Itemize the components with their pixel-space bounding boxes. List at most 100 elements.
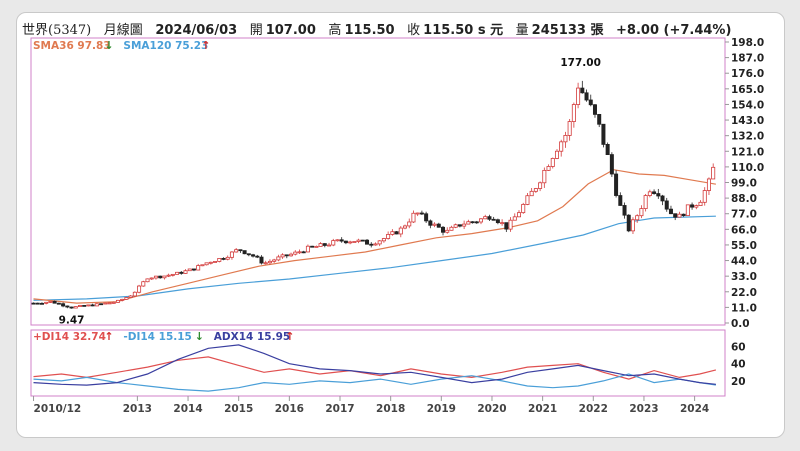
candle-body	[356, 239, 361, 242]
candle-body	[305, 245, 310, 253]
candle-body	[246, 253, 251, 256]
candle-body	[601, 123, 606, 145]
candle-body	[132, 291, 137, 297]
indicator-legend-item-arrow: ↑	[285, 330, 294, 343]
candle-body	[263, 262, 268, 265]
candle-body	[483, 216, 488, 220]
candle-body	[584, 92, 589, 101]
candle-body	[508, 219, 513, 230]
candle-body	[474, 221, 479, 224]
candle-body	[52, 301, 57, 304]
candle-body	[609, 154, 614, 175]
candle-body	[538, 182, 543, 189]
candle-body	[567, 121, 572, 136]
y-tick-label: 11.0	[731, 302, 757, 314]
candle-body	[428, 220, 433, 226]
candle-body	[702, 190, 707, 203]
candle-body	[415, 212, 420, 215]
indicator-legend-item: -DI14 15.15	[123, 331, 191, 343]
candle-body	[626, 214, 631, 232]
candle-body	[217, 258, 222, 262]
candle-body	[301, 251, 306, 254]
candle-body	[327, 244, 332, 247]
candle-body	[694, 205, 699, 208]
y-tick-label: 143.0	[731, 115, 764, 127]
change-value: +8.00 (+7.44%)	[616, 23, 732, 38]
candle-body	[141, 281, 146, 287]
candle-body	[668, 208, 673, 215]
candle-body	[213, 261, 218, 263]
candle-body	[280, 254, 285, 258]
candle-body	[479, 218, 484, 223]
candle-body	[525, 195, 530, 205]
candle-body	[411, 212, 416, 223]
candle-body	[453, 224, 458, 228]
candle-body	[381, 238, 386, 242]
x-tick-label: 2018	[376, 403, 405, 415]
candle-body	[495, 219, 500, 224]
x-tick-label: 2014	[173, 403, 202, 415]
candle-body	[170, 273, 175, 276]
candle-body	[339, 239, 344, 242]
x-tick-label: 2024	[680, 403, 709, 415]
candle-body	[272, 259, 277, 262]
candle-body	[554, 150, 559, 159]
candle-body	[229, 251, 234, 258]
candle-body	[35, 302, 40, 305]
open-value: 107.00	[265, 23, 316, 38]
candle-body	[128, 295, 133, 298]
candle-body	[559, 141, 564, 152]
candle-body	[145, 278, 150, 283]
y-tick-label: 165.0	[731, 84, 764, 96]
candle-body	[647, 191, 652, 196]
candle-body	[424, 213, 429, 222]
candle-body	[403, 225, 408, 229]
open-label: 開	[249, 23, 263, 38]
candle-body	[162, 275, 167, 279]
candle-body	[660, 195, 665, 202]
candle-body	[436, 223, 441, 228]
indicator-legend-item-arrow: ↑	[104, 330, 113, 343]
candle-body	[90, 304, 95, 307]
y-tick-label: 99.0	[731, 178, 757, 190]
candle-body	[335, 239, 340, 242]
y-tick-label: 88.0	[731, 193, 757, 205]
candle-body	[293, 251, 298, 255]
y-tick-label: 22.0	[731, 287, 757, 299]
stock-name: 世界(5347)	[22, 23, 92, 38]
candle-body	[251, 254, 256, 257]
candle-body	[419, 212, 424, 215]
candle-body	[462, 223, 467, 227]
candle-body	[398, 227, 403, 235]
y-tick-label: 176.0	[731, 68, 764, 80]
candle-body	[44, 301, 49, 304]
candle-body	[635, 215, 640, 221]
candle-body	[698, 201, 703, 206]
candle-body	[390, 231, 395, 235]
candle-body	[191, 268, 196, 271]
candle-body	[504, 222, 509, 230]
candle-body	[48, 301, 53, 303]
candle-body	[39, 302, 44, 305]
candle-body	[546, 166, 551, 171]
candle-body	[208, 261, 213, 264]
candle-body	[343, 240, 348, 244]
quote-header: 世界(5347) 月線圖 2024/06/03 開 107.00 高 115.50 …	[22, 19, 739, 38]
candle-body	[348, 241, 353, 244]
y-tick-label: 0.0	[731, 318, 750, 330]
candle-body	[196, 265, 201, 271]
x-tick-label: 2023	[629, 403, 658, 415]
candle-body	[331, 240, 336, 246]
price-annotation: 177.00	[560, 57, 601, 69]
candle-body	[639, 208, 644, 217]
candle-body	[94, 303, 99, 307]
candle-body	[652, 191, 657, 194]
candle-body	[614, 173, 619, 196]
indicator-legend-item-arrow: ↓	[195, 330, 204, 343]
candle-body	[706, 178, 711, 191]
candle-body	[618, 195, 623, 206]
candle-body	[99, 303, 104, 306]
candle-body	[289, 253, 294, 257]
candle-body	[314, 245, 319, 248]
candle-body	[677, 213, 682, 218]
